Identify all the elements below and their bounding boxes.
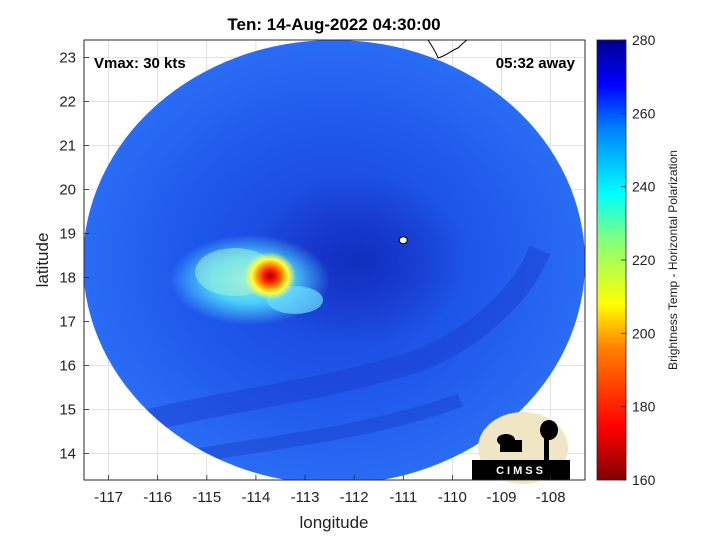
colorbar-tick-label: 200 xyxy=(632,325,656,341)
convection-core xyxy=(244,252,296,300)
storm-center-marker xyxy=(398,236,408,245)
vmax-annotation: Vmax: 30 kts xyxy=(94,55,186,72)
x-axis-ticks: -117 -116 -115 -114 -113 -112 -111 -110 -109 -108 xyxy=(94,475,566,506)
colorbar-label: Brightness Temp - Horizontal Polarizatio… xyxy=(666,150,680,370)
colorbar-tick-label: 280 xyxy=(632,32,656,48)
y-tick-label: 23 xyxy=(59,50,76,67)
coastline xyxy=(427,40,468,59)
y-tick-label: 17 xyxy=(59,314,76,331)
x-tick-label: -109 xyxy=(486,489,516,506)
x-tick-label: -110 xyxy=(438,489,467,506)
x-tick-label: -114 xyxy=(241,489,270,506)
y-tick-label: 19 xyxy=(59,226,76,243)
x-axis-label: longitude xyxy=(299,513,368,532)
colorbar-tick-label: 180 xyxy=(632,399,656,415)
y-tick-label: 20 xyxy=(59,182,76,199)
axes-frame xyxy=(83,39,586,481)
colorbar-tick-label: 160 xyxy=(632,472,656,488)
chart-title: Ten: 14-Aug-2022 04:30:00 xyxy=(227,15,440,34)
y-tick-label: 16 xyxy=(59,358,76,375)
x-tick-label: -111 xyxy=(389,489,417,506)
y-tick-label: 22 xyxy=(59,94,76,111)
x-tick-label: -115 xyxy=(192,489,221,506)
colorbar-tick-label: 220 xyxy=(632,252,656,268)
y-axis-ticks: 14 15 16 17 18 19 20 21 22 23 xyxy=(59,50,89,463)
y-tick-label: 15 xyxy=(59,402,76,419)
y-axis-label: latitude xyxy=(33,233,52,288)
colorbar-tick-label: 260 xyxy=(632,105,656,121)
y-tick-label: 21 xyxy=(59,138,76,155)
colorbar-tick-label: 240 xyxy=(632,179,656,195)
x-tick-label: -117 xyxy=(94,489,123,506)
logo-text: CIMSS xyxy=(496,465,546,477)
x-tick-label: -113 xyxy=(291,489,320,506)
x-tick-label: -112 xyxy=(340,489,369,506)
rain-band-outer xyxy=(198,393,463,462)
brightness-field xyxy=(84,40,585,480)
time-away-annotation: 05:32 away xyxy=(496,55,576,72)
x-tick-label: -108 xyxy=(536,489,566,506)
cimss-logo: CIMSS xyxy=(472,412,570,484)
x-tick-label: -116 xyxy=(143,489,172,506)
y-tick-label: 18 xyxy=(59,270,76,287)
colorbar-ticks: 160 180 200 220 240 260 280 xyxy=(621,32,656,488)
rain-band xyxy=(147,245,551,431)
y-tick-label: 14 xyxy=(59,446,76,463)
